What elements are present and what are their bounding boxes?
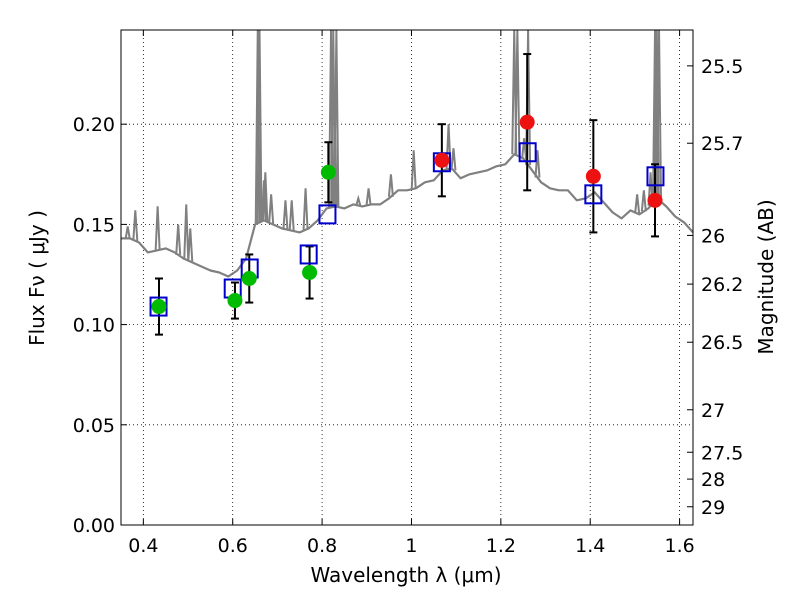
error-bars: [154, 53, 660, 336]
emission-line-spike: [450, 148, 457, 171]
spectrum-line: [121, 153, 694, 278]
photometry-point: [320, 164, 336, 180]
model-flux-square: [584, 184, 603, 205]
emission-line-spike: [387, 174, 394, 197]
y2-tick-label: 26.2: [701, 274, 743, 296]
y2-tick-label: 29: [701, 497, 725, 519]
tick-labels: 0.4 0.6 0.8 1 1.2 1.4 1.6 0.00 0.05 0.10 0.15 0.20 2…: [73, 56, 744, 557]
x-tick-label: 0.4: [128, 535, 158, 557]
photometry-point: [585, 168, 601, 184]
x-tick-label: 0.8: [307, 535, 337, 557]
x-tick-label: 1.4: [575, 535, 605, 557]
photometry-point: [241, 271, 257, 287]
emission-line-spike: [262, 172, 269, 222]
emission-line-spike: [154, 206, 161, 251]
y2-tick-label: 27: [701, 400, 725, 422]
emission-line-spike: [183, 204, 190, 260]
model-flux-square: [646, 166, 665, 187]
emission-line-spike: [640, 190, 647, 212]
axis-ticks: [121, 30, 693, 526]
emission-line-spike: [365, 188, 372, 206]
y-tick-label: 0.10: [73, 315, 115, 337]
y2-tick-label: 26: [701, 225, 725, 247]
y2-tick-label: 26.5: [701, 332, 743, 354]
emission-line-spike: [175, 224, 182, 255]
y-tick-label: 0.05: [73, 415, 115, 437]
emission-line-spike: [634, 194, 641, 214]
photometry-point: [302, 264, 318, 280]
y-tick-label: 0.15: [73, 214, 115, 236]
emission-line-spike: [187, 228, 194, 262]
y2-tick-label: 28: [701, 469, 725, 491]
x-tick-label: 1.2: [486, 535, 516, 557]
x-tick-label: 1: [405, 535, 417, 557]
emission-line-spike: [302, 188, 309, 230]
emission-line-spike: [124, 226, 131, 239]
y2-tick-label: 25.5: [701, 56, 743, 78]
plot-frame: [120, 29, 694, 526]
model-flux-square: [518, 142, 537, 163]
photometry-point: [647, 192, 663, 208]
y2-axis-title: Magnitude (AB): [754, 199, 778, 354]
emission-line-spike: [268, 194, 275, 224]
y-axis-title: Flux Fν ( μJy ): [25, 210, 49, 346]
emission-line-spike: [132, 210, 139, 241]
emission-line-spike: [534, 150, 541, 178]
x-tick-label: 0.6: [218, 535, 248, 557]
model-flux-square: [318, 204, 337, 225]
photometry-point: [151, 299, 167, 315]
model-spectrum: [121, 29, 694, 278]
photometry-point: [227, 293, 243, 309]
emission-line-spike: [288, 200, 295, 231]
y-tick-label: 0.20: [73, 114, 115, 136]
model-flux-square: [299, 244, 318, 265]
photometry-point: [434, 152, 450, 168]
emission-line-spike: [355, 194, 362, 206]
y-tick-label: 0.00: [73, 515, 115, 537]
markers: [149, 114, 665, 317]
photometry-point: [519, 114, 535, 130]
model-flux-square: [149, 296, 168, 317]
x-axis-title: Wavelength λ (μm): [310, 563, 501, 587]
y2-tick-label: 27.5: [701, 442, 743, 464]
grid: [121, 30, 693, 526]
emission-line-spike: [261, 180, 267, 221]
y2-tick-label: 25.7: [701, 133, 743, 155]
x-tick-label: 1.6: [664, 535, 694, 557]
emission-line-spike: [282, 200, 289, 230]
emission-line-spike: [514, 29, 521, 156]
emission-line-spike: [410, 150, 417, 189]
